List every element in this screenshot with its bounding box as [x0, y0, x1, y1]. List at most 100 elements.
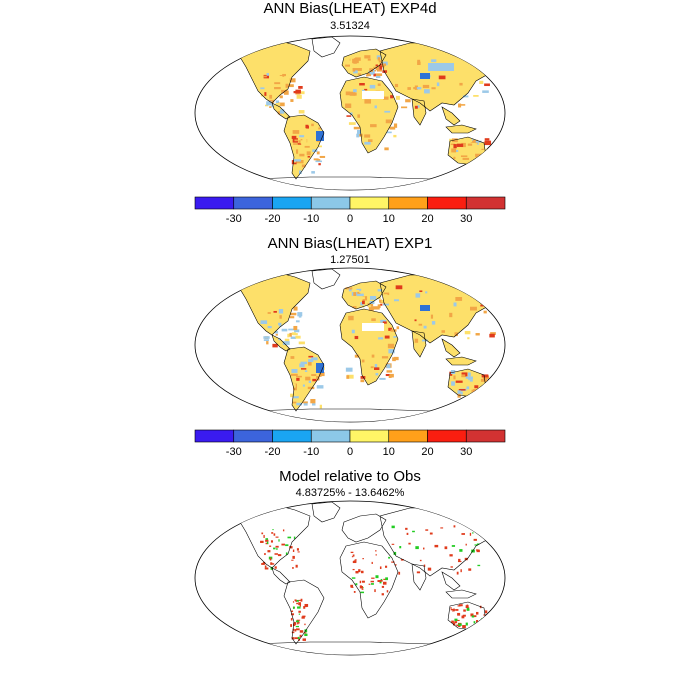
- bias-cell: [484, 138, 490, 141]
- bias-cell: [296, 377, 300, 381]
- bias-cell: [429, 532, 433, 535]
- bias-cell: [296, 94, 302, 99]
- bias-cell: [376, 69, 383, 72]
- bias-cell: [353, 560, 357, 563]
- bias-cell: [395, 285, 403, 290]
- bias-cell: [289, 332, 292, 337]
- bias-cell: [297, 621, 300, 624]
- bias-cell: [456, 571, 459, 575]
- bias-cell: [346, 374, 354, 379]
- bias-cell: [453, 608, 455, 612]
- bias-cell: [390, 329, 397, 332]
- bias-cell: [354, 559, 357, 561]
- bias-cell: [384, 110, 391, 113]
- bias-cell: [418, 323, 423, 326]
- bias-cell: [295, 564, 298, 568]
- panel-1-value: 3.51324: [330, 20, 370, 32]
- bias-cell: [480, 387, 485, 392]
- bias-cell: [485, 148, 491, 153]
- bias-cell: [425, 290, 428, 294]
- bias-cell: [360, 376, 366, 379]
- bias-cell: [379, 299, 383, 303]
- land-se-asia: [442, 572, 460, 590]
- bias-cell: [297, 606, 301, 609]
- bias-cell: [391, 525, 395, 529]
- bias-cell: [270, 562, 273, 565]
- bias-cell: [423, 547, 425, 550]
- bias-cell: [290, 373, 298, 376]
- bias-cell: [485, 59, 492, 62]
- bias-cell: [364, 88, 368, 91]
- bias-cell: [468, 151, 473, 155]
- bias-cell: [296, 619, 301, 621]
- coastline-north-america: [239, 272, 311, 336]
- bias-cell: [485, 616, 488, 619]
- bias-cell: [350, 112, 353, 116]
- bias-cell: [413, 87, 416, 90]
- bias-cell: [476, 543, 480, 545]
- bias-cell: [459, 604, 463, 607]
- colorbar-swatch: [388, 429, 428, 443]
- bias-cell: [267, 550, 271, 553]
- bias-cell: [387, 343, 395, 349]
- bias-cell: [354, 335, 359, 340]
- land-europe: [342, 281, 386, 309]
- bias-cell: [463, 609, 466, 612]
- bias-cell: [353, 292, 357, 296]
- bias-cell: [381, 593, 384, 596]
- bias-cell: [319, 155, 326, 158]
- bias-cell: [382, 321, 387, 324]
- bias-cell: [298, 613, 301, 615]
- colorbar-tick-label: -20: [265, 446, 281, 458]
- bias-cell: [345, 91, 351, 96]
- bias-cell: [382, 70, 388, 73]
- bias-cell: [272, 529, 274, 531]
- bias-cell: [307, 156, 311, 158]
- bias-cell: [293, 91, 297, 94]
- bias-cell: [373, 66, 377, 69]
- bias-cell: [361, 359, 365, 363]
- coastline-indonesia: [445, 124, 477, 134]
- bias-cell: [438, 75, 446, 80]
- bias-cell: [450, 607, 452, 609]
- coastline-india: [411, 330, 427, 358]
- bias-cell: [269, 106, 272, 108]
- bias-cell: [263, 534, 265, 538]
- bias-cell: [345, 367, 353, 372]
- bias-cell: [296, 402, 303, 406]
- bias-cell: [312, 378, 317, 382]
- bias-cell: [293, 396, 299, 399]
- bias-cell: [420, 305, 430, 311]
- bias-cell: [424, 89, 430, 94]
- bias-cell: [364, 99, 372, 104]
- bias-cell: [475, 140, 482, 143]
- bias-cell: [357, 114, 361, 118]
- bias-cell: [313, 158, 319, 161]
- bias-cell: [434, 544, 439, 548]
- bias-cell: [266, 541, 269, 544]
- bias-cell: [301, 164, 306, 168]
- bias-cell: [298, 599, 301, 601]
- bias-cell: [297, 143, 302, 145]
- bias-cell: [351, 586, 354, 588]
- bias-cell: [492, 53, 498, 58]
- bias-cell: [285, 83, 288, 88]
- bias-cell: [269, 94, 273, 99]
- bias-cell: [493, 302, 496, 305]
- bias-cell: [396, 318, 400, 322]
- bias-cell: [301, 616, 305, 619]
- bias-cell: [297, 636, 300, 639]
- bias-cell: [461, 615, 465, 619]
- bias-cell: [293, 383, 296, 388]
- bias-cell: [470, 306, 477, 311]
- bias-cell: [290, 618, 293, 621]
- bias-cell: [279, 95, 283, 99]
- bias-cell: [414, 338, 419, 343]
- bias-cell: [354, 354, 360, 358]
- bias-cell: [379, 65, 383, 70]
- bias-cell: [295, 320, 300, 323]
- bias-cell: [383, 294, 388, 298]
- bias-cell: [291, 631, 295, 634]
- bias-cell: [479, 388, 484, 393]
- bias-cell: [373, 73, 376, 77]
